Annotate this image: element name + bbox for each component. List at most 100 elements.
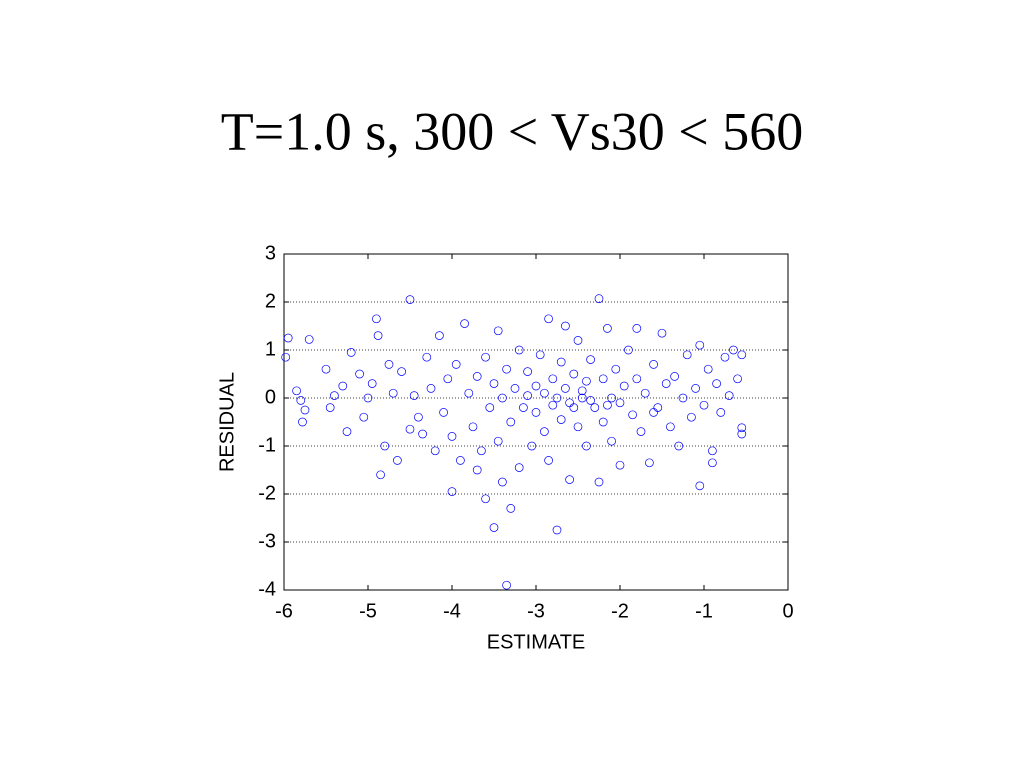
y-tick-label: -1 <box>258 434 276 456</box>
point <box>489 379 499 388</box>
point <box>724 391 734 400</box>
point <box>298 417 307 427</box>
point <box>489 523 499 532</box>
point <box>443 374 453 384</box>
point <box>460 319 469 328</box>
x-tick-label: -5 <box>359 600 377 622</box>
point <box>708 458 717 468</box>
point <box>687 412 696 422</box>
point <box>561 384 570 393</box>
point <box>540 388 549 398</box>
chart-title: T=1.0 s, 300 < Vs30 < 560 <box>221 101 803 161</box>
point <box>670 372 679 381</box>
point <box>607 393 616 403</box>
point <box>481 352 490 362</box>
point <box>569 369 579 379</box>
y-tick-label: -2 <box>258 482 276 504</box>
point <box>653 403 663 412</box>
point <box>577 393 587 403</box>
point <box>514 345 524 355</box>
point <box>645 458 654 468</box>
point <box>607 436 616 446</box>
point <box>729 345 738 355</box>
point <box>582 441 591 451</box>
point <box>367 379 377 388</box>
point <box>409 391 419 400</box>
y-tick-label: 2 <box>265 290 276 312</box>
y-tick-label: 0 <box>265 386 276 408</box>
point <box>712 379 721 388</box>
point <box>636 427 646 436</box>
x-tick-label: -3 <box>527 600 545 622</box>
point <box>527 441 537 451</box>
point <box>678 393 688 403</box>
point <box>615 460 625 470</box>
y-tick-label: 3 <box>265 242 276 264</box>
point <box>456 456 465 465</box>
y-axis-label: RESIDUAL <box>216 372 238 472</box>
point <box>372 314 381 324</box>
point <box>603 400 612 410</box>
point <box>649 408 658 417</box>
point <box>666 422 675 432</box>
point <box>540 427 549 436</box>
point <box>447 487 457 496</box>
x-tick-label: -1 <box>695 600 713 622</box>
point <box>703 364 713 374</box>
point <box>300 405 310 415</box>
point <box>472 372 482 381</box>
point <box>510 384 520 393</box>
point <box>691 384 700 393</box>
point <box>565 475 574 484</box>
point <box>426 384 436 393</box>
point <box>582 376 591 386</box>
point <box>283 333 293 343</box>
point <box>422 352 432 362</box>
point <box>346 348 356 357</box>
point <box>325 403 335 412</box>
y-tick-label: 1 <box>265 338 276 360</box>
point <box>435 331 444 340</box>
x-tick-label: -2 <box>611 600 629 622</box>
point <box>485 403 495 412</box>
point <box>548 374 558 384</box>
point <box>615 398 625 408</box>
point <box>296 396 306 405</box>
point <box>439 408 448 417</box>
point <box>451 360 461 369</box>
y-tick-label: -3 <box>258 530 276 552</box>
x-tick-label: 0 <box>782 600 793 622</box>
point <box>384 360 394 369</box>
point <box>544 456 553 465</box>
point <box>619 381 629 391</box>
point <box>695 340 705 350</box>
point <box>414 412 423 422</box>
point <box>388 388 398 398</box>
point <box>447 432 457 441</box>
point <box>506 417 516 427</box>
point <box>586 396 595 405</box>
point <box>472 465 482 475</box>
point <box>535 350 545 360</box>
point <box>598 374 608 384</box>
y-tick-label: -4 <box>258 578 276 600</box>
point <box>556 415 566 424</box>
point <box>628 410 637 420</box>
point <box>502 580 511 590</box>
point <box>281 352 291 362</box>
point <box>569 403 579 412</box>
point <box>590 403 600 412</box>
point <box>632 324 642 333</box>
point <box>531 381 541 391</box>
point <box>544 314 553 324</box>
point <box>661 379 671 388</box>
point <box>531 408 541 417</box>
x-tick-label: -4 <box>443 600 461 622</box>
point <box>577 386 587 396</box>
point <box>674 441 684 451</box>
point <box>481 494 490 504</box>
point <box>603 324 612 333</box>
point <box>561 321 570 331</box>
point <box>573 336 583 345</box>
